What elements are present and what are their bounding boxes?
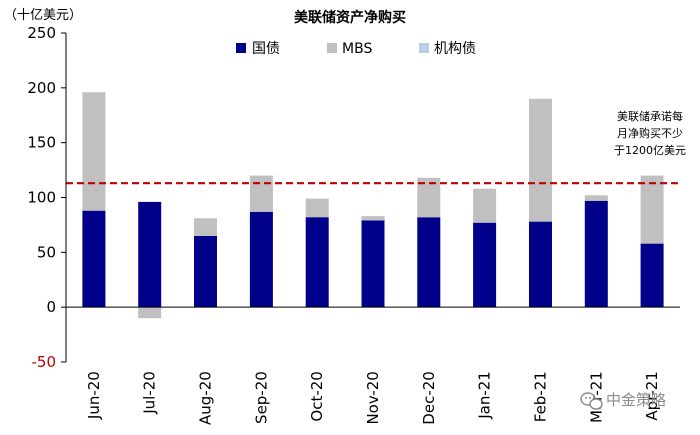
bar-Oct-20-series-1 xyxy=(305,198,329,218)
bar-Feb-21-series-0 xyxy=(529,221,552,308)
bar-Jan-21-series-1 xyxy=(473,188,497,223)
bar-Nov-20-series-1 xyxy=(361,216,385,221)
legend: 国债 MBS 机构债 xyxy=(236,41,476,57)
bar-Sep-20-series-1 xyxy=(249,175,273,212)
bar-Mar-21-series-0 xyxy=(584,200,608,308)
annotation-line-1: 美联储承诺每 xyxy=(617,109,683,123)
y-tick-label: -50 xyxy=(32,353,57,371)
annotation-line-3: 于1200亿美元 xyxy=(614,144,686,157)
bars xyxy=(66,92,680,319)
bar-Sep-20-series-0 xyxy=(249,211,273,308)
axes: 250 200 150 100 50 0 -50 Jun-20 Jul-20 Aug-20 Sep-… xyxy=(27,24,680,425)
x-tick-label: Mar-21 xyxy=(587,371,605,423)
bar-Oct-20-series-0 xyxy=(305,217,329,308)
bar-Jul-20-series-0 xyxy=(138,201,162,308)
x-tick-label: Feb-21 xyxy=(532,371,550,422)
unit-label: （十亿美元） xyxy=(4,8,82,23)
bar-Apr-21-series-0 xyxy=(640,243,664,308)
y-tick-label: 100 xyxy=(27,189,56,207)
y-tick-label: 50 xyxy=(37,243,56,261)
watermark: 中金策略 xyxy=(580,391,666,410)
legend-label-agency: 机构债 xyxy=(434,41,476,57)
bar-Jul-20-series-1 xyxy=(138,307,162,319)
legend-label-treasury: 国债 xyxy=(252,41,280,57)
bar-Dec-20-series-1 xyxy=(417,177,441,218)
legend-label-mbs: MBS xyxy=(342,41,372,57)
annotation-line-2: 月净购买不少 xyxy=(617,126,683,140)
x-tick-label: Jul-20 xyxy=(141,371,159,415)
legend-item-agency: 机构债 xyxy=(419,41,476,57)
legend-swatch-mbs xyxy=(327,43,337,53)
y-tick-label: 150 xyxy=(27,134,56,152)
bar-Jun-20-series-1 xyxy=(82,92,106,211)
x-tick-label: Jun-20 xyxy=(85,371,103,420)
x-tick-label: Oct-20 xyxy=(308,371,326,421)
x-tick-label: Nov-20 xyxy=(364,371,382,424)
bar-Jan-21-series-0 xyxy=(473,222,497,308)
y-tick-label: 0 xyxy=(46,298,56,316)
annotation: 美联储承诺每 月净购买不少 于1200亿美元 xyxy=(614,109,686,157)
y-tick-label: 250 xyxy=(27,24,56,42)
legend-item-mbs: MBS xyxy=(327,41,372,57)
y-tick-label: 200 xyxy=(27,79,56,97)
x-tick-label: Dec-20 xyxy=(420,371,438,425)
watermark-text: 中金策略 xyxy=(606,391,666,409)
x-tick-label: Apr-21 xyxy=(643,371,661,421)
legend-swatch-agency xyxy=(419,43,429,53)
bar-Nov-20-series-0 xyxy=(361,220,385,308)
x-tick-label: Aug-20 xyxy=(197,371,215,425)
chart-title: 美联储资产净购买 xyxy=(294,9,406,26)
bar-Mar-21-series-1 xyxy=(584,195,608,201)
bar-Aug-20-series-1 xyxy=(194,218,217,236)
x-tick-label: Sep-20 xyxy=(252,371,270,424)
wechat-icon xyxy=(580,392,603,410)
bar-Dec-20-series-0 xyxy=(417,217,441,308)
x-tick-label: Jan-21 xyxy=(476,371,494,420)
bar-Apr-21-series-1 xyxy=(640,175,664,244)
bar-Feb-21-series-1 xyxy=(529,98,552,222)
bar-Aug-20-series-0 xyxy=(194,235,217,308)
legend-swatch-treasury xyxy=(236,43,246,53)
legend-item-treasury: 国债 xyxy=(236,41,280,57)
bar-Jun-20-series-0 xyxy=(82,210,106,308)
